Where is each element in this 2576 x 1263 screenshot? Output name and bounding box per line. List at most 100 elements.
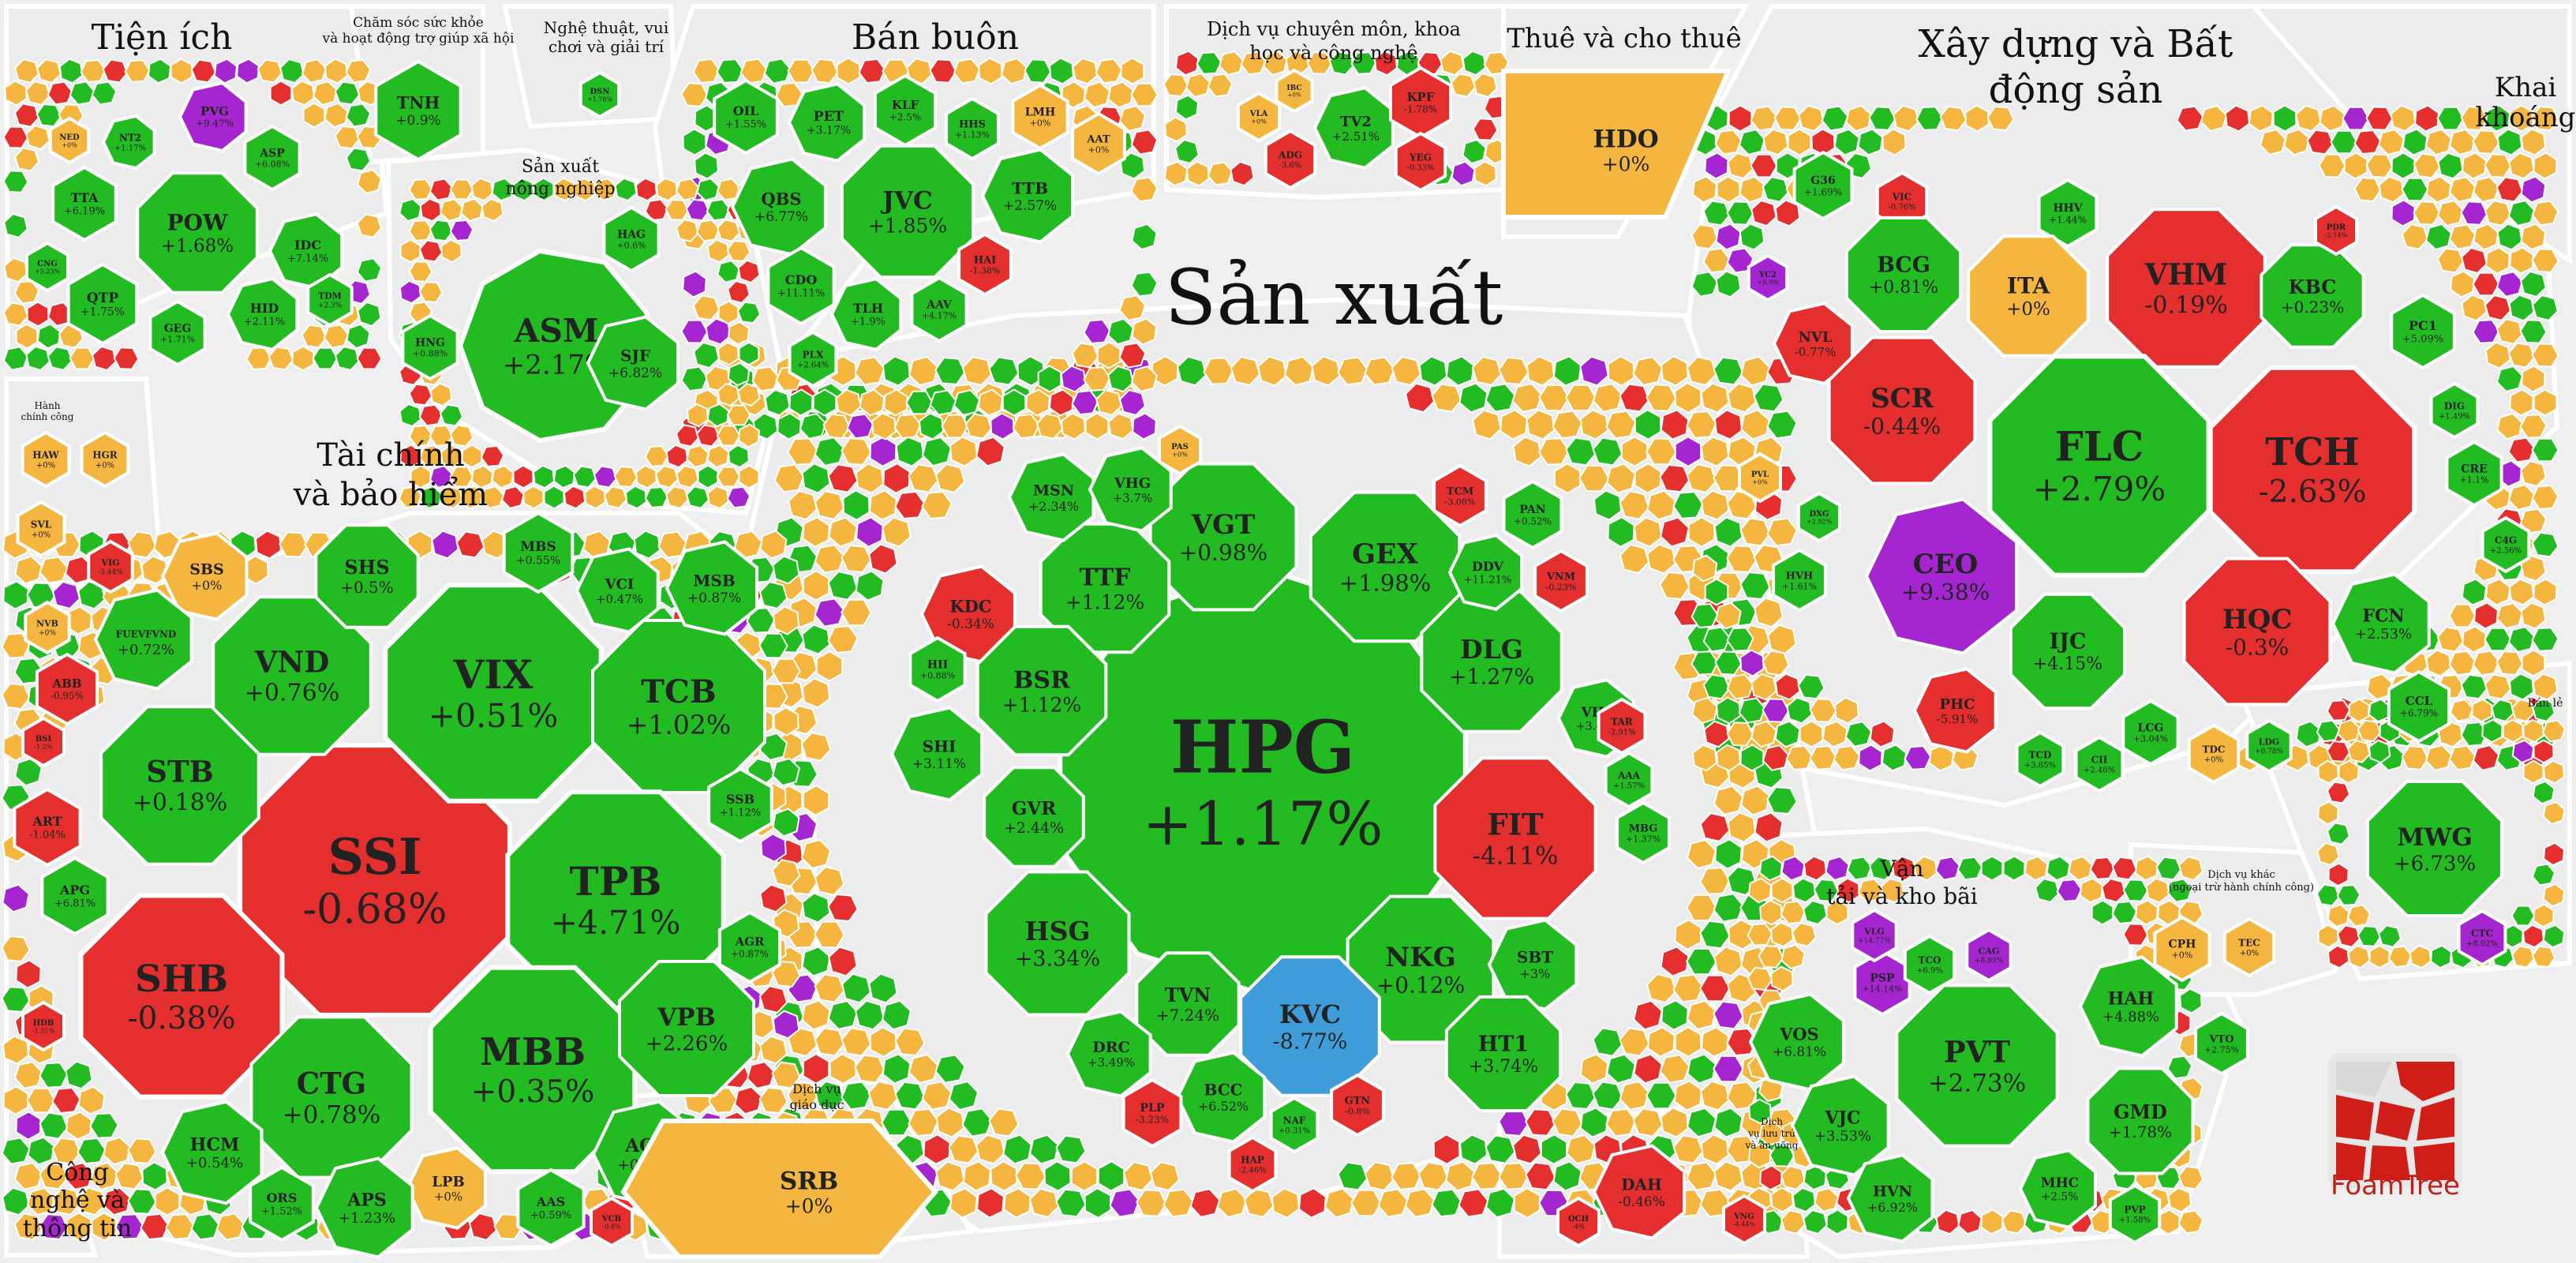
tile-cng[interactable]: CNG+5.23% [25,241,69,293]
tile-ijc[interactable]: IJC+4.15% [2009,592,2127,710]
tile-hag[interactable]: HAG+0.6% [602,205,661,273]
tile-ned[interactable]: NED+0% [48,116,91,165]
tile-hqc[interactable]: HQC-0.3% [2182,557,2332,706]
tile-hgr[interactable]: HGR+0% [80,430,130,489]
tile-tco[interactable]: TCO+6.9% [1903,934,1956,995]
tile-c4g[interactable]: C4G+2.56% [2481,515,2531,574]
tile-abb[interactable]: ABB-0.95% [35,652,99,726]
tile-lcg[interactable]: LCG+3.04% [2121,699,2180,766]
tile-psp[interactable]: PSP+14.14% [1853,949,1911,1017]
tile-idc[interactable]: IDC+7.14% [268,212,344,290]
tile-plp[interactable]: PLP-3.23% [1121,1077,1183,1149]
tile-pvt[interactable]: PVT+2.73% [1895,984,2059,1148]
tile-tcb[interactable]: TCB+1.02% [591,619,766,794]
tile-naf[interactable]: NAF+0.31% [1269,1096,1320,1154]
tile-haw[interactable]: HAW+0% [21,430,71,489]
tile-vpb[interactable]: VPB+2.26% [618,960,755,1097]
tile-tlh[interactable]: TLH+1.9% [829,277,903,351]
tile-bsi[interactable]: BSI-1.2% [21,716,66,768]
tile-ldg[interactable]: LDG+0.78% [2245,718,2293,774]
tile-adg[interactable]: ADG-3.6% [1264,129,1317,190]
tile-kbc[interactable]: KBC+0.23% [2260,243,2365,349]
tile-pvp[interactable]: PVP+1.58% [2108,1183,2162,1245]
tile-pas[interactable]: PAS+0% [1158,424,1202,476]
tile-cii[interactable]: CII+2.46% [2074,735,2125,793]
tile-srb[interactable]: SRB+0% [620,1119,938,1259]
tile-ors[interactable]: ORS+1.52% [249,1165,315,1242]
tile-mwg[interactable]: MWG+6.73% [2366,780,2503,917]
tile-pan[interactable]: PAN+0.52% [1502,479,1563,550]
tile-pvg[interactable]: PVG+9.47% [178,81,248,153]
tile-vnm[interactable]: VNM-0.23% [1533,549,1589,613]
tile-hii[interactable]: HII+0.88% [908,635,967,703]
tile-jvc[interactable]: JVC+1.85% [840,144,975,279]
tile-tta[interactable]: TTA+6.19% [51,165,118,242]
tile-cph[interactable]: CPH+0% [2153,915,2211,983]
tile-tar[interactable]: TAR-2.91% [1597,697,1647,755]
tile-qtp[interactable]: QTP+1.75% [66,262,139,346]
tile-tnh[interactable]: TNH+0.9% [374,59,462,162]
tile-pet[interactable]: PET+3.17% [787,82,866,163]
tile-gtn[interactable]: GTN-0.8% [1330,1073,1385,1137]
tile-hhs[interactable]: HHS+1.13% [945,96,1000,161]
tile-tdc[interactable]: TDC+0% [2187,723,2241,785]
tile-och[interactable]: OCH-4% [1556,1196,1601,1248]
tile-hai[interactable]: HAI-1.38% [957,232,1013,297]
tile-asp[interactable]: ASP+6.08% [243,124,301,192]
tile-aav[interactable]: AAV+4.17% [910,275,968,343]
tile-tcm[interactable]: TCM-3.08% [1432,463,1488,528]
tile-pdr[interactable]: PDR-2.14% [2314,204,2358,257]
tile-g36[interactable]: G36+1.69% [1792,150,1854,221]
tile-ddv[interactable]: DDV+11.21% [1447,534,1524,611]
tile-cag[interactable]: CAG+8.89% [1965,928,2012,983]
tile-nvb[interactable]: NVB+0% [24,600,71,655]
tile-oil[interactable]: OIL+1.55% [713,78,779,156]
tile-ccl[interactable]: CCL+6.79% [2387,669,2451,744]
tile-flc[interactable]: FLC+2.79% [1987,354,2211,578]
tile-mbg[interactable]: MBG+1.37% [1616,800,1671,865]
tile-aaa[interactable]: AAA+1.57% [1604,751,1654,809]
tile-ibc[interactable]: IBC+0% [1275,68,1314,114]
tile-hid[interactable]: HID+2.11% [226,277,299,351]
tile-pow[interactable]: POW+1.68% [136,171,259,294]
tile-yc2[interactable]: YC2+9.9% [1747,253,1789,302]
tile-mhc[interactable]: MHC+2.5% [2018,1149,2097,1229]
tile-hap[interactable]: HAP-2.46% [1227,1135,1278,1194]
tile-hdb[interactable]: HDB-1.31% [21,1000,66,1052]
tile-tcd[interactable]: TCD+3.85% [2015,730,2065,789]
tile-ctc[interactable]: CTC+8.02% [2457,909,2507,967]
tile-scr[interactable]: SCR-0.44% [1827,335,1977,485]
tile-hsg[interactable]: HSG+3.34% [984,870,1131,1017]
tile-shs[interactable]: SHS+0.5% [314,523,420,629]
tile-hvh[interactable]: HVH+1.61% [1772,548,1827,613]
tile-klf[interactable]: KLF+2.5% [873,73,938,148]
tile-dlg[interactable]: DLG+1.27% [1420,590,1563,733]
tile-gvr[interactable]: GVR+2.44% [983,766,1085,868]
tile-dig[interactable]: DIG+1.49% [2429,381,2480,440]
tile-hng[interactable]: HNG+0.88% [401,313,459,381]
tile-ssb[interactable]: SSB+1.12% [707,766,773,844]
tile-ctg[interactable]: CTG+0.78% [249,1015,414,1179]
tile-aat[interactable]: AAT+0% [1071,111,1126,176]
tile-pvl[interactable]: PVL+0% [1738,452,1782,504]
tile-vig[interactable]: VIG-3.44% [87,539,134,594]
tile-agr[interactable]: AGR+0.87% [717,910,782,984]
tile-vto[interactable]: VTO+2.75% [2194,1011,2249,1076]
tile-geg[interactable]: GEG+1.71% [148,299,207,367]
tile-plx[interactable]: PLX+2.64% [788,330,838,388]
tile-dsn[interactable]: DSN+1.78% [578,70,621,119]
tile-bcg[interactable]: BCG+0.81% [1844,215,1963,334]
tile-pc1[interactable]: PC1+5.09% [2390,293,2456,370]
tile-vcb[interactable]: VCB-0.4% [590,1196,634,1248]
tile-cre[interactable]: CRE+1.1% [2445,440,2503,508]
tile-tch[interactable]: TCH-2.63% [2207,365,2417,575]
tile-tdm[interactable]: TDM+2.3% [306,272,354,328]
tile-svl[interactable]: SVL+0% [16,500,66,558]
tile-tec[interactable]: TEC+0% [2222,916,2276,978]
tile-vlg[interactable]: VLG+14.77% [1851,908,1898,963]
tile-vix[interactable]: VIX+0.51% [383,583,604,804]
tile-vla[interactable]: VLA+0% [1237,91,1281,143]
tile-dxg[interactable]: DXG+2.92% [1797,491,1841,543]
tile-vng[interactable]: VNG-4.44% [1722,1194,1766,1246]
tile-yeg[interactable]: YEG-0.33% [1394,131,1447,193]
